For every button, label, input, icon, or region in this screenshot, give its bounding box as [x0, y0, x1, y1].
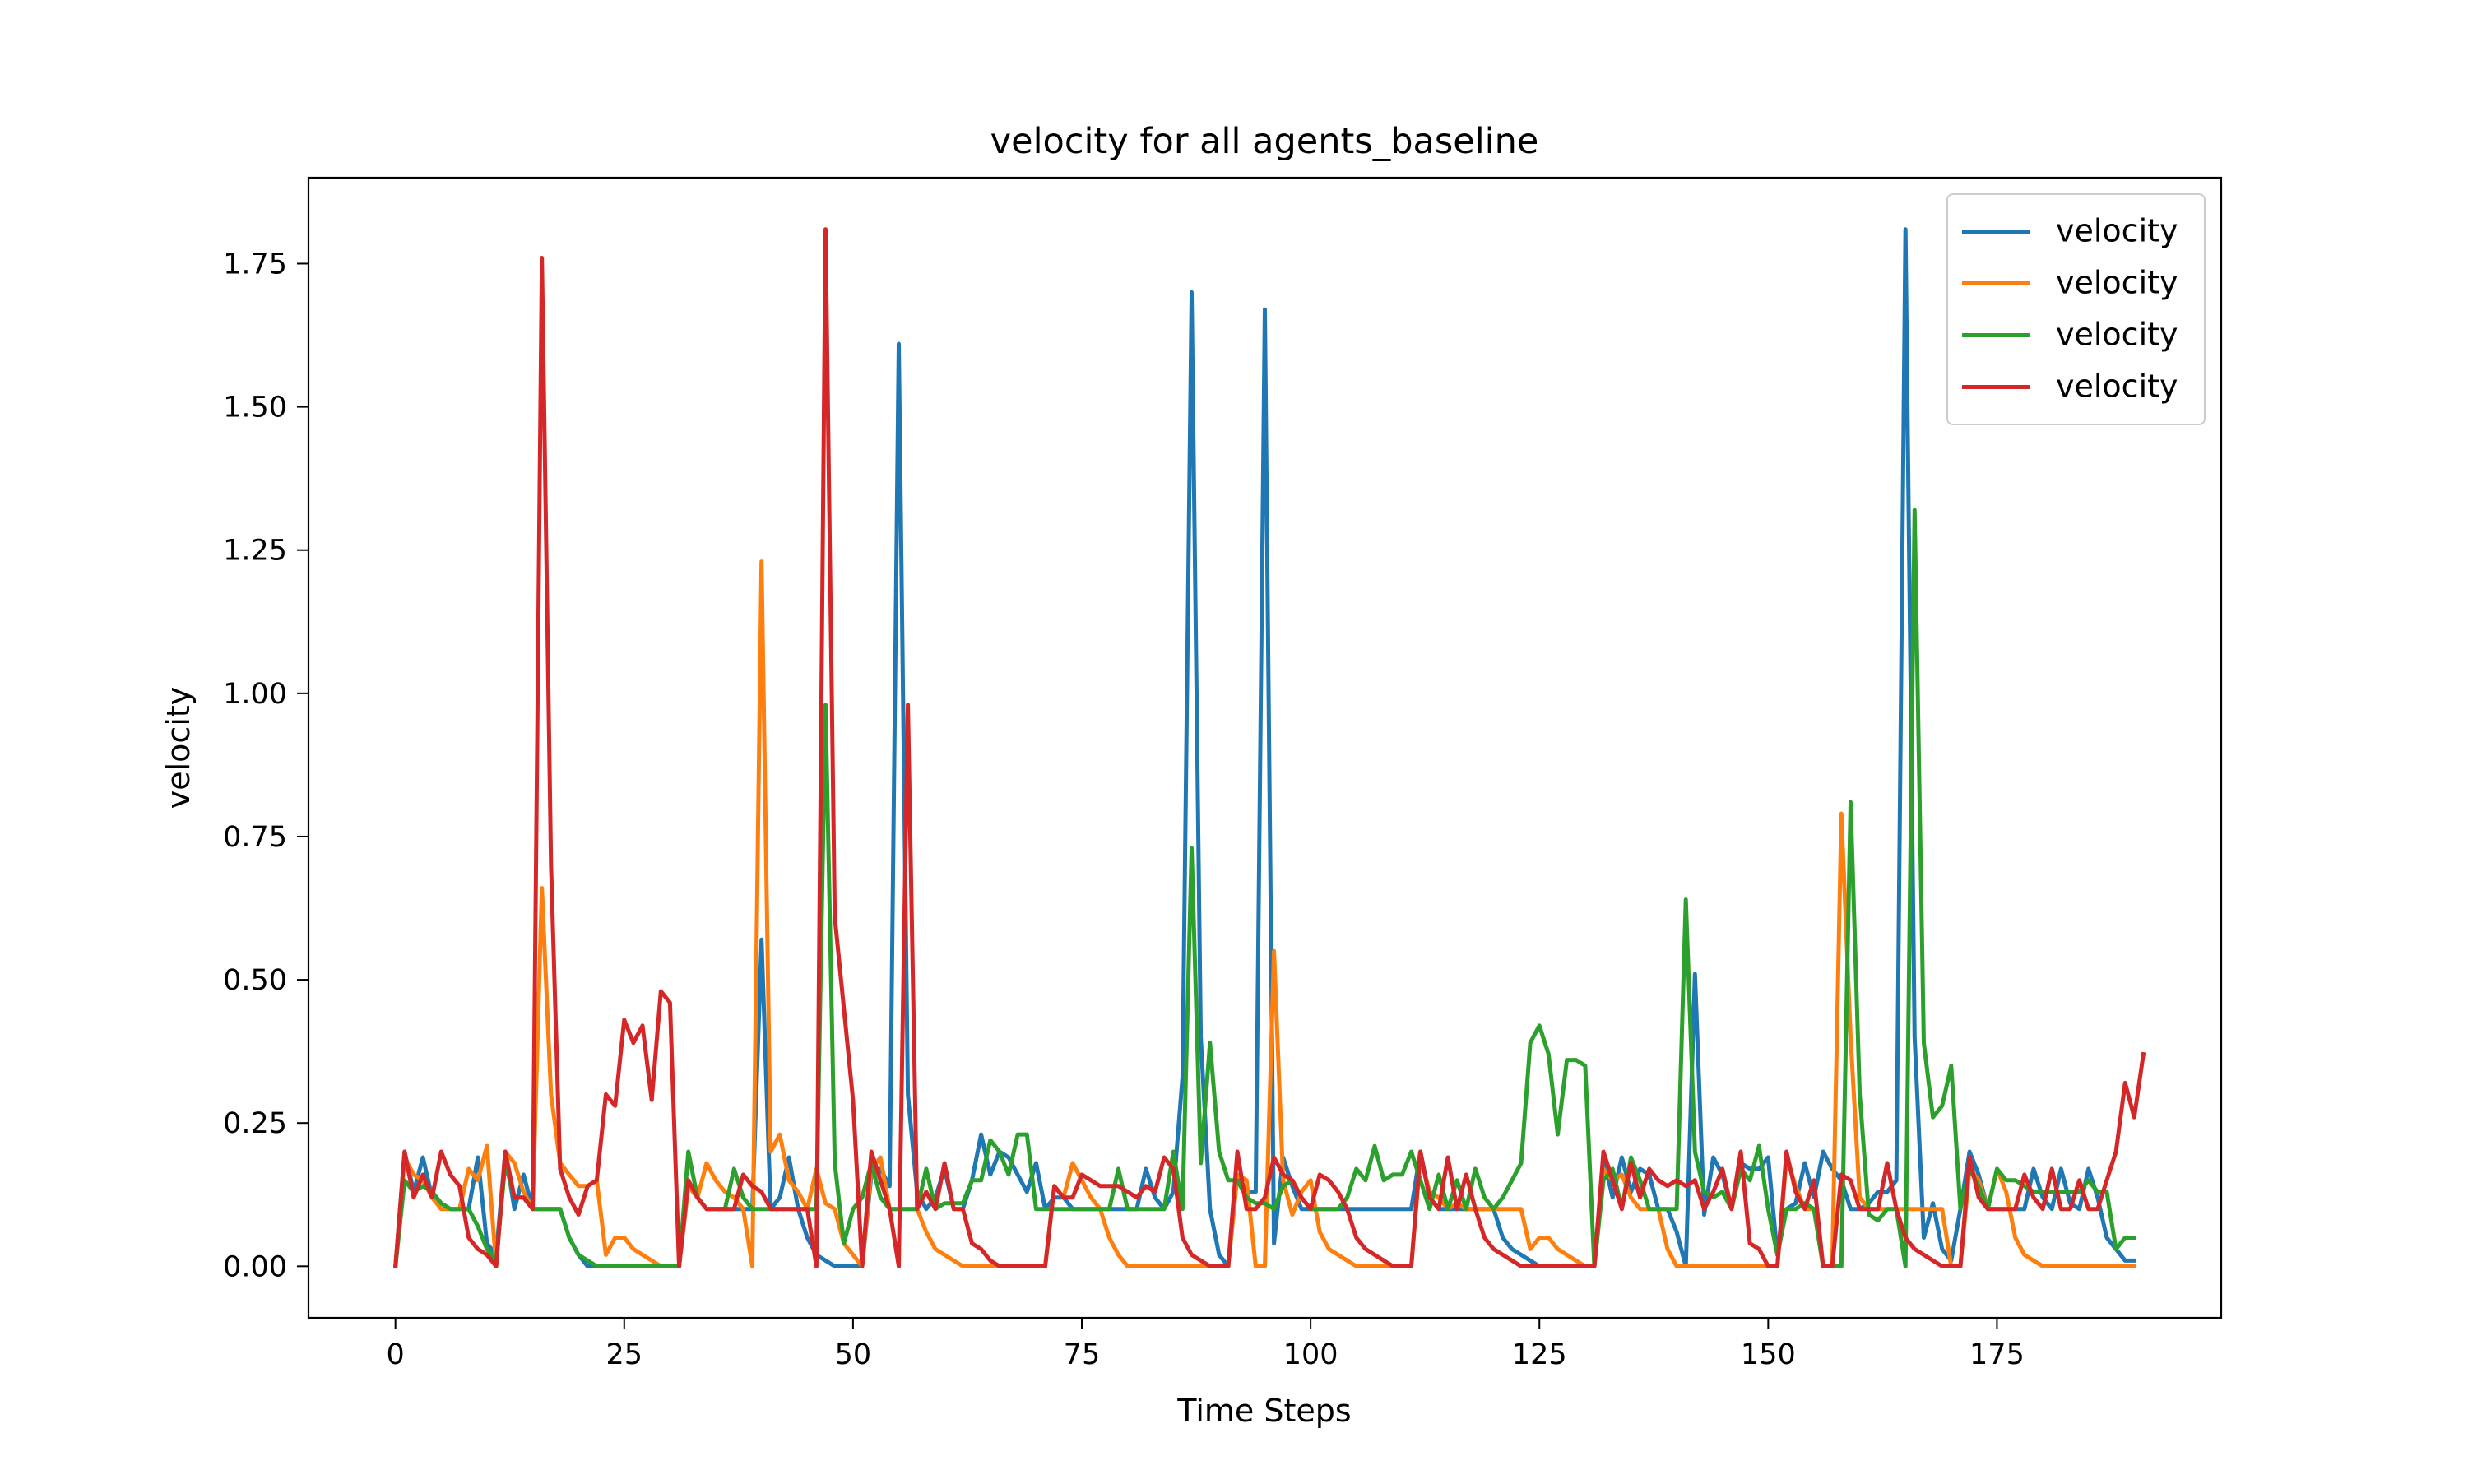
series-lines	[392, 227, 2146, 1269]
legend-label: velocity	[2056, 369, 2178, 405]
y-tick-label: 1.25	[223, 535, 287, 568]
x-tick-label: 75	[1064, 1338, 1101, 1371]
x-tick-label: 150	[1741, 1338, 1796, 1371]
y-tick-label: 1.50	[223, 392, 287, 424]
legend: velocity velocity velocity velocity	[1946, 193, 2206, 425]
x-tick-label: 125	[1512, 1338, 1567, 1371]
legend-label: velocity	[2056, 317, 2178, 353]
legend-label: velocity	[2056, 265, 2178, 301]
y-tick-label: 0.00	[223, 1250, 287, 1283]
y-axis-label: velocity	[160, 687, 197, 809]
y-tick-label: 0.75	[223, 821, 287, 854]
y-tick-label: 1.00	[223, 678, 287, 711]
series-line-4	[393, 227, 2146, 1268]
x-tick-label: 0	[387, 1338, 405, 1371]
x-axis-label: Time Steps	[1176, 1393, 1351, 1429]
y-tick-label: 0.50	[223, 964, 287, 997]
x-tick-label: 100	[1283, 1338, 1338, 1371]
y-tick-label: 1.75	[223, 248, 287, 281]
plot-area-frame	[307, 176, 2223, 1319]
y-tick-label: 0.25	[223, 1107, 287, 1140]
series-line-3	[392, 508, 2136, 1269]
chart-title: velocity for all agents_baseline	[990, 121, 1539, 162]
x-tick-label: 25	[606, 1338, 643, 1371]
legend-box	[1946, 193, 2206, 425]
x-tick-label: 50	[835, 1338, 872, 1371]
y-axis-ticks: 0.00 0.25 0.50 0.75 1.00 1.25 1.50 1.75	[223, 248, 308, 1283]
legend-label: velocity	[2056, 213, 2178, 249]
x-tick-label: 175	[1969, 1338, 2025, 1371]
x-axis-ticks: 0 25 50 75 100 125 150 175	[387, 1318, 2025, 1371]
